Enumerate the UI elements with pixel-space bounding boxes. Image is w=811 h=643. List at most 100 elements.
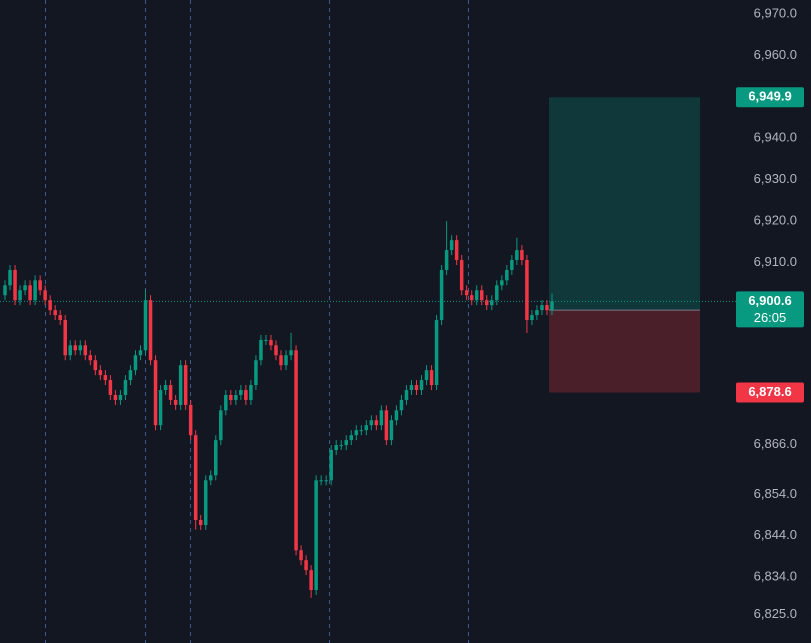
candle-body — [530, 315, 534, 321]
candle-body — [434, 320, 439, 386]
candle-body — [550, 301, 554, 311]
candle-body — [364, 425, 369, 431]
candle-body — [229, 394, 233, 400]
candle-body — [439, 269, 444, 321]
candle-body — [500, 280, 504, 286]
candle-body — [173, 399, 178, 405]
candle-body — [449, 240, 454, 251]
y-tick-label: 6,960.0 — [754, 47, 797, 62]
y-tick-label: 6,920.0 — [754, 213, 797, 228]
y-tick-label: 6,940.0 — [754, 130, 797, 145]
candle-body — [133, 355, 138, 371]
candle-body — [153, 360, 158, 426]
candle-body — [43, 290, 47, 301]
candle-body — [444, 250, 449, 270]
candle-body — [234, 394, 238, 400]
y-tick-label: 6,854.0 — [754, 486, 797, 501]
y-tick-label: 6,825.0 — [754, 606, 797, 621]
candle-body — [219, 410, 223, 441]
candle-body — [384, 410, 389, 441]
y-tick-label: 6,866.0 — [754, 436, 797, 451]
candle-body — [344, 440, 349, 446]
profit-zone — [549, 97, 700, 311]
candle-body — [324, 480, 328, 482]
y-tick-label: 6,970.0 — [754, 6, 797, 21]
candle-body — [429, 370, 434, 386]
candle-body — [424, 370, 429, 381]
candle-body — [8, 269, 12, 286]
candle-body — [510, 260, 514, 270]
candle-body — [329, 450, 333, 481]
candle-body — [464, 290, 469, 296]
candle-body — [193, 435, 198, 521]
y-tick-label: 6,910.0 — [754, 254, 797, 269]
candle-body — [319, 480, 323, 482]
candle-body — [279, 355, 283, 366]
candle-body — [28, 285, 32, 301]
y-tick-label: 6,844.0 — [754, 527, 797, 542]
candle-body — [239, 390, 243, 395]
candle-body — [414, 385, 419, 391]
candle-body — [88, 355, 93, 361]
candle-body — [495, 285, 499, 301]
candle-body — [249, 385, 253, 400]
candle-body — [309, 570, 313, 591]
candle-body — [93, 360, 98, 371]
candle-body — [474, 290, 479, 301]
last-price-tag-countdown: 26:05 — [754, 310, 787, 325]
candle-body — [78, 345, 83, 351]
candle-body — [379, 410, 384, 426]
candle-body — [214, 440, 218, 476]
candle-body — [198, 520, 203, 525]
candle-body — [349, 435, 354, 441]
candle-body — [13, 269, 17, 301]
candle-body — [299, 550, 303, 561]
candle-body — [269, 339, 273, 346]
candle-body — [314, 480, 318, 591]
candle-body — [359, 430, 364, 432]
candle-body — [143, 300, 148, 351]
candle-body — [304, 560, 308, 571]
candle-body — [128, 370, 133, 381]
candle-body — [244, 390, 248, 400]
candle-body — [459, 260, 464, 291]
candle-body — [108, 380, 113, 395]
candle-body — [479, 290, 484, 301]
stop-tag-label: 6,878.6 — [748, 384, 791, 399]
candle-body — [540, 305, 544, 311]
candle-body — [224, 394, 228, 411]
candle-body — [254, 360, 258, 386]
candle-body — [274, 345, 278, 356]
candle-body — [394, 410, 399, 421]
candle-body — [369, 420, 374, 426]
y-tick-label: 6,834.0 — [754, 569, 797, 584]
candle-body — [289, 350, 293, 356]
candle-body — [23, 285, 27, 291]
candle-body — [138, 350, 143, 356]
candle-body — [38, 280, 42, 291]
candle-body — [18, 290, 22, 301]
target-tag-label: 6,949.9 — [748, 89, 791, 104]
candle-body — [178, 365, 183, 405]
last-price-tag-label: 6,900.6 — [748, 293, 791, 308]
candle-body — [183, 365, 188, 405]
candle-body — [339, 445, 343, 447]
candle-body — [58, 315, 62, 321]
candle-body — [259, 339, 263, 361]
candle-body — [168, 385, 173, 400]
candle-body — [419, 380, 424, 391]
candle-body — [103, 375, 108, 381]
candle-body — [158, 390, 163, 426]
candle-body — [113, 394, 118, 400]
loss-zone — [549, 310, 700, 393]
last-price-tag-bg — [736, 291, 804, 328]
candle-body — [118, 394, 123, 400]
candle-body — [53, 310, 57, 316]
candle-body — [73, 345, 78, 351]
candle-body — [284, 355, 288, 366]
candle-body — [98, 370, 103, 376]
candle-body — [374, 420, 379, 426]
candle-body — [3, 285, 7, 296]
candle-body — [63, 320, 67, 356]
